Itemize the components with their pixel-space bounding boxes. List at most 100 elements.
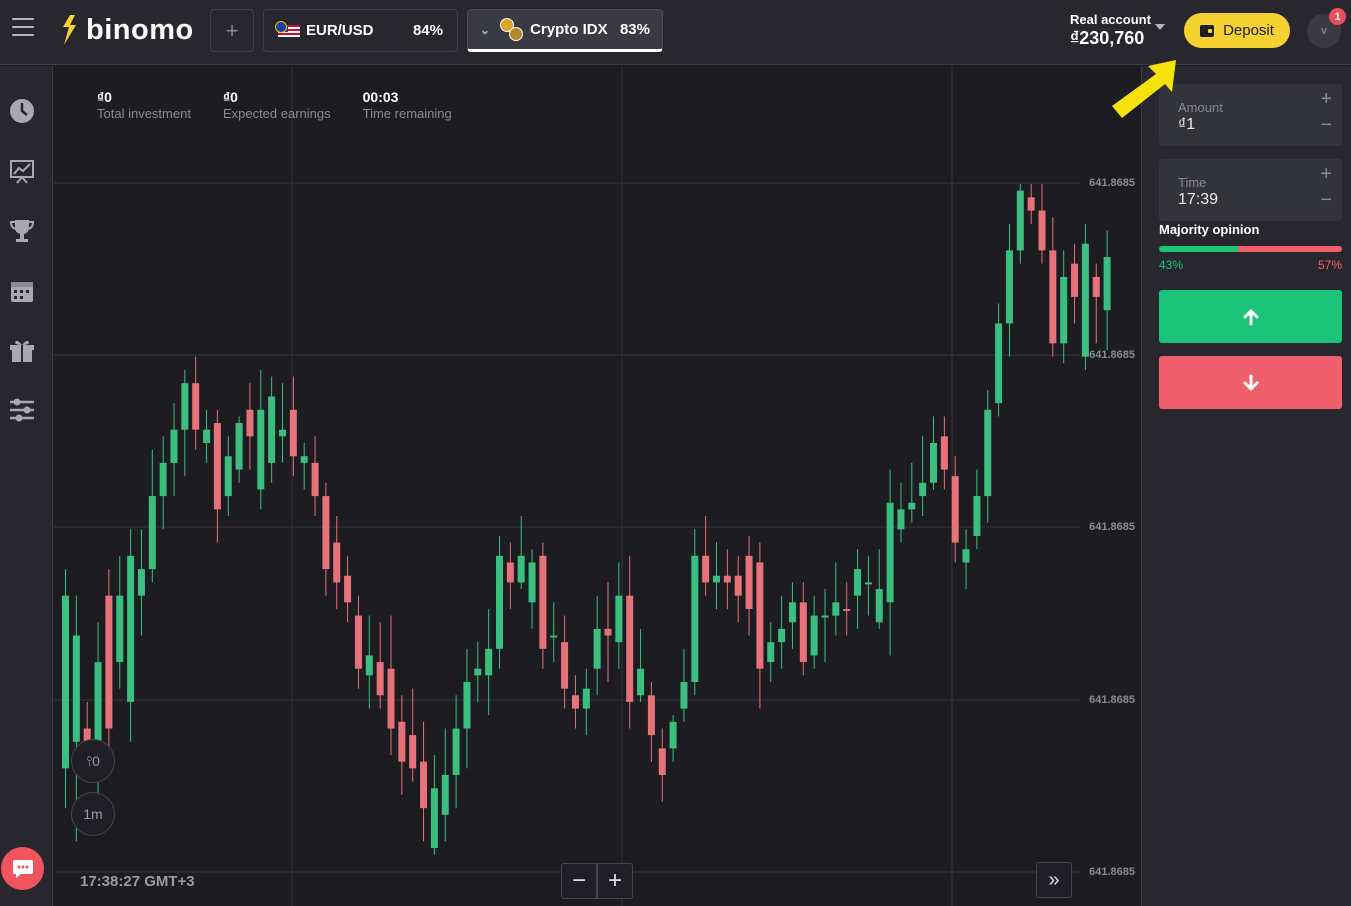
zoom-out-button[interactable]: − [561, 863, 597, 899]
amount-field[interactable]: Amount ₫1 + − [1159, 84, 1342, 146]
candle-up [441, 774, 449, 815]
candle-up [203, 429, 211, 443]
crypto-coins-icon [500, 17, 524, 42]
candle-up [148, 496, 156, 570]
expected-earnings: ₫0 Expected earnings [223, 89, 331, 121]
candle-down [105, 595, 113, 729]
expected-earnings-label: Expected earnings [222, 106, 331, 121]
account-switcher[interactable]: Real account ₫230,760 [1070, 12, 1151, 49]
candle-down [561, 642, 569, 689]
candle-up [365, 655, 373, 676]
candle-down [647, 695, 655, 736]
asset-tab-eur-usd[interactable]: EUR/USD 84% [263, 9, 458, 52]
zoom-in-button[interactable]: + [597, 863, 633, 899]
expected-earnings-value: ₫0 [222, 89, 238, 105]
clock-history-icon[interactable] [8, 97, 36, 125]
candle-up [485, 648, 493, 676]
candle-down [756, 562, 764, 669]
candle-up [864, 582, 872, 585]
candle-up [593, 628, 601, 669]
price-axis-label: 641.8685 [1089, 521, 1135, 533]
caret-down-icon[interactable] [1155, 24, 1165, 30]
timeframe-button[interactable]: 1m [71, 792, 115, 836]
candle-up [669, 721, 677, 749]
asset-payout: 84% [412, 22, 443, 39]
candle-up [235, 423, 243, 470]
candlestick-chart[interactable] [54, 66, 1140, 906]
candle-up [279, 429, 286, 437]
candle-down [192, 383, 200, 430]
scroll-to-latest-button[interactable]: » [1036, 862, 1072, 898]
settings-sliders-icon[interactable] [8, 396, 36, 424]
calendar-icon[interactable] [8, 277, 36, 305]
total-investment-label: Total investment [97, 106, 191, 121]
candle-down [1049, 250, 1057, 344]
candle-up [257, 409, 265, 490]
candle-up [1081, 243, 1089, 357]
gift-icon[interactable] [8, 337, 36, 365]
price-chart[interactable] [54, 66, 1140, 906]
trade-down-button[interactable] [1159, 356, 1342, 409]
candle-down [420, 761, 428, 809]
candle-up [430, 788, 438, 848]
time-increase-button[interactable]: + [1320, 163, 1332, 185]
time-remaining: 00:03 Time remaining [363, 89, 452, 121]
add-asset-tab-button[interactable]: + [210, 9, 254, 52]
candle-down [940, 436, 948, 470]
server-clock: 17:38:27 GMT+3 [80, 873, 195, 890]
candle-down [626, 595, 634, 702]
candle-up [919, 482, 927, 497]
chart-presentation-icon[interactable] [8, 157, 36, 185]
candle-up [72, 635, 80, 742]
candle-down [322, 496, 330, 570]
candle-up [582, 688, 590, 709]
chevron-down-icon[interactable]: ⌄ [480, 22, 491, 37]
trade-up-button[interactable] [1159, 290, 1342, 343]
candle-down [354, 615, 362, 669]
candle-up [528, 562, 536, 603]
account-balance: ₫230,760 [1070, 28, 1145, 48]
arrow-up-icon [1243, 309, 1258, 325]
asset-tab-crypto-idx[interactable]: ⌄ Crypto IDX 83% [467, 9, 663, 52]
candle-up [463, 682, 471, 729]
trophy-icon[interactable] [8, 217, 36, 245]
price-axis-label: 641.8685 [1089, 349, 1135, 361]
candle-up [116, 595, 124, 663]
candle-down [539, 555, 547, 649]
time-decrease-button[interactable]: − [1320, 189, 1332, 211]
candle-down [843, 608, 851, 611]
candle-up [984, 409, 992, 497]
candle-up [137, 569, 145, 596]
amount-increase-button[interactable]: + [1320, 88, 1332, 110]
amount-decrease-button[interactable]: − [1320, 114, 1332, 136]
time-field[interactable]: Time 17:39 + − [1159, 159, 1342, 221]
candle-up [94, 662, 102, 756]
candle-down [571, 695, 579, 709]
candle-up [962, 549, 970, 563]
candle-up [821, 615, 829, 618]
candle-down [387, 668, 395, 729]
candle-up [854, 569, 862, 596]
candle-up [810, 615, 818, 656]
time-value[interactable]: 17:39 [1178, 191, 1219, 208]
candle-up [713, 575, 720, 583]
top-bar: binomo + EUR/USD 84% ⌄ Crypto IDX 83% Re… [0, 0, 1351, 65]
candle-down [658, 748, 666, 775]
arrow-down-icon [1243, 374, 1258, 390]
candle-down [409, 735, 417, 769]
candle-down [745, 555, 753, 609]
account-type-label: Real account [1070, 12, 1151, 27]
menu-icon[interactable] [12, 18, 34, 38]
candle-down [604, 628, 612, 636]
deposit-button[interactable]: Deposit [1184, 13, 1290, 48]
chat-support-button[interactable] [1, 847, 44, 890]
candle-down [1092, 276, 1100, 297]
candle-up [1103, 257, 1111, 311]
candle-down [333, 542, 341, 583]
majority-opinion-title: Majority opinion [1159, 222, 1260, 237]
logo[interactable]: binomo [58, 14, 194, 46]
candle-up [474, 668, 482, 676]
amount-value[interactable]: ₫1 [1178, 116, 1196, 133]
total-investment-value: ₫0 [97, 89, 112, 105]
indicators-button[interactable]: ⫯0 [71, 739, 115, 783]
